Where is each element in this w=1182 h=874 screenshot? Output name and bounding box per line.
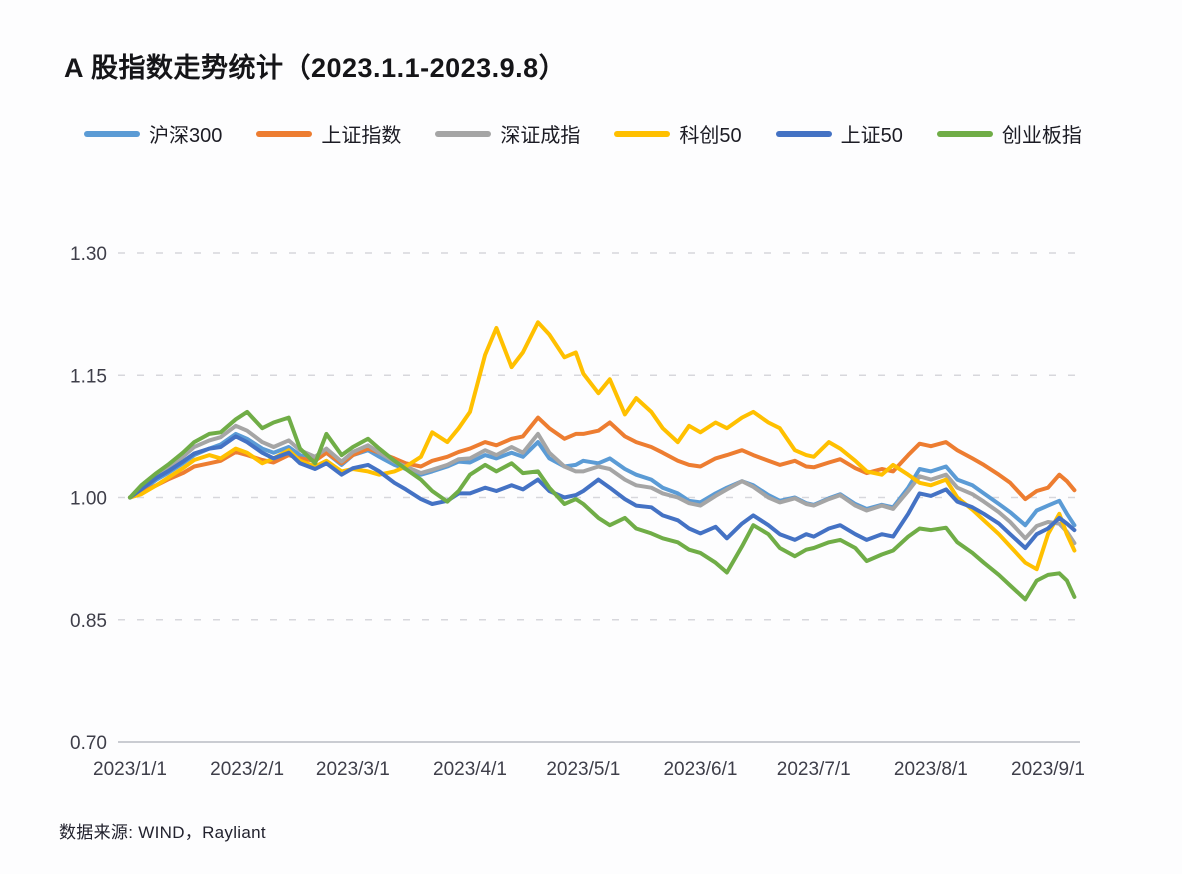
- legend-label: 上证指数: [321, 125, 402, 147]
- legend-label: 深证成指: [500, 125, 581, 147]
- series-line-上证50: [128, 434, 1077, 550]
- y-tick-label: 1.15: [70, 366, 107, 387]
- legend-item-沪深300: 沪深300: [84, 119, 222, 148]
- x-tick-label: 2023/5/1: [546, 759, 620, 780]
- legend-label: 上证50: [840, 125, 903, 147]
- legend-item-深证成指: 深证成指: [435, 119, 580, 148]
- x-tick-label: 2023/4/1: [433, 759, 507, 780]
- legend-label: 科创50: [679, 125, 742, 147]
- legend-item-上证指数: 上证指数: [256, 119, 401, 148]
- x-tick-label: 2023/3/1: [316, 759, 390, 780]
- x-tick-label: 2023/8/1: [894, 759, 968, 780]
- series-line-创业板指: [128, 409, 1077, 602]
- x-tick-label: 2023/2/1: [210, 759, 284, 780]
- legend: 沪深300 上证指数 深证成指 科创50 上证50 创业板指: [84, 119, 1082, 148]
- y-tick-label: 1.00: [70, 489, 107, 510]
- chart-title: A 股指数走势统计（2023.1.1-2023.9.8）: [64, 53, 567, 83]
- legend-item-科创50: 科创50: [614, 119, 742, 148]
- x-tick-label: 2023/9/1: [1011, 759, 1085, 780]
- series-line-沪深300: [128, 431, 1077, 528]
- legend-item-上证50: 上证50: [775, 119, 903, 148]
- legend-swatch-icon: [256, 130, 313, 137]
- legend-label: 创业板指: [1001, 125, 1082, 147]
- source-note: 数据来源: WIND，Rayliant: [59, 823, 266, 842]
- legend-swatch-icon: [614, 130, 671, 137]
- y-tick-label: 1.30: [70, 244, 107, 265]
- x-tick-label: 2023/7/1: [777, 759, 851, 780]
- legend-swatch-icon: [775, 130, 832, 137]
- series-line-深证成指: [128, 423, 1077, 546]
- x-tick-label: 2023/1/1: [93, 759, 167, 780]
- legend-label: 沪深300: [149, 125, 223, 147]
- y-tick-label: 0.70: [70, 733, 107, 754]
- y-tick-label: 0.85: [70, 611, 107, 632]
- x-tick-label: 2023/6/1: [663, 759, 737, 780]
- legend-item-创业板指: 创业板指: [936, 119, 1082, 148]
- legend-swatch-icon: [84, 130, 140, 137]
- legend-swatch-icon: [936, 130, 993, 137]
- legend-swatch-icon: [435, 130, 492, 137]
